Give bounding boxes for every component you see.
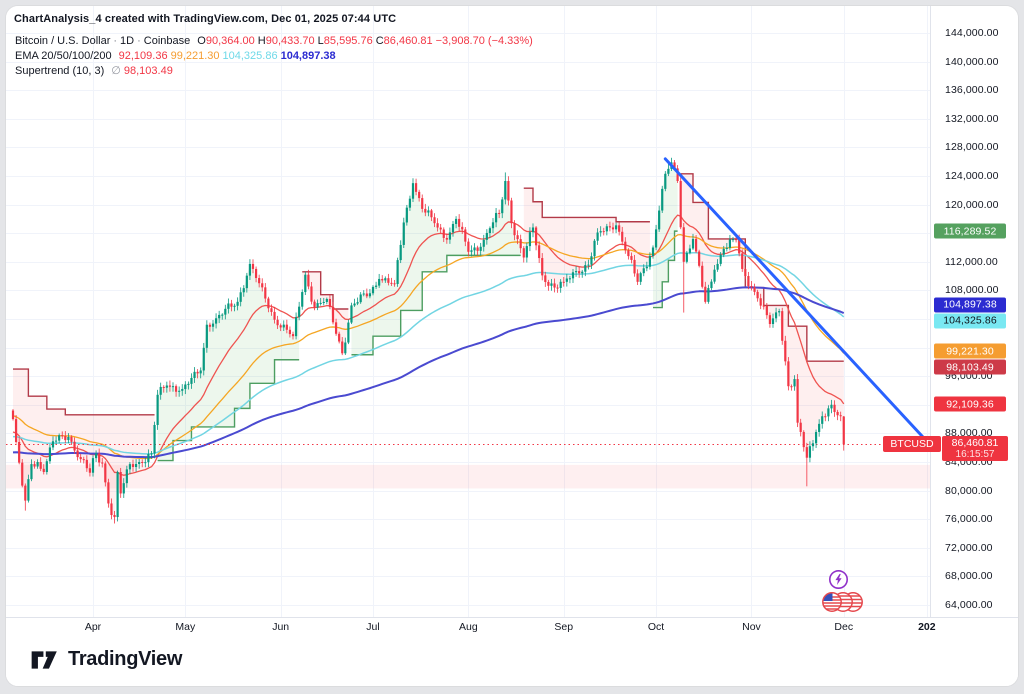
last-price-value: 86,460.81: [951, 437, 999, 450]
axis-value-badge: 92,109.36: [934, 396, 1006, 412]
axis-value-badge: 104,325.86: [934, 313, 1006, 329]
price-axis[interactable]: 144,000.00 140,000.00 136,000.00 132,000.00…: [930, 6, 1018, 637]
high-value: 90,433.70: [265, 35, 315, 47]
snapshot-title: ChartAnalysis_4 created with TradingView…: [14, 13, 397, 25]
ema50-value: 99,221.30: [170, 50, 220, 62]
economic-events-icon[interactable]: [820, 590, 876, 619]
month-label: Jun: [272, 621, 290, 633]
price-tick-label: 68,000.00: [945, 570, 993, 583]
month-label: Oct: [647, 621, 665, 633]
open-value: 90,364.00: [205, 35, 255, 47]
month-label: Apr: [84, 621, 102, 633]
ema200-value: 104,897.38: [280, 50, 336, 62]
axis-value-badge: 116,289.52: [934, 223, 1006, 239]
open-label: O: [197, 35, 206, 47]
close-value: 86,460.81: [383, 35, 433, 47]
close-label: C: [375, 35, 384, 47]
price-tick-label: 132,000.00: [945, 112, 999, 125]
tradingview-logo[interactable]: TradingView: [30, 648, 182, 671]
price-tick-label: 124,000.00: [945, 170, 999, 182]
month-label: Sep: [554, 621, 574, 633]
ema100-value: 104,325.86: [222, 50, 278, 62]
price-tick-label: 112,000.00: [945, 255, 998, 268]
ema-label: EMA 20/50/100/200: [15, 50, 112, 62]
month-label: Aug: [459, 621, 478, 633]
legend-symbol-row[interactable]: Bitcoin / U.S. Dollar · 1D · Coinbase O90,364…: [15, 35, 533, 47]
price-tick-label: 120,000.00: [945, 198, 999, 211]
symbol-name: Bitcoin / U.S. Dollar: [15, 35, 111, 47]
price-tick-label: 64,000.00: [945, 599, 993, 611]
chart-canvas[interactable]: [6, 6, 1018, 686]
chart-card: ChartAnalysis_4 created with TradingView…: [6, 6, 1018, 686]
last-price-badge: 86,460.81 16:15:57: [942, 436, 1008, 462]
time-axis[interactable]: Apr May Jun Jul Aug Sep Oct Nov Dec 202: [6, 617, 1018, 640]
price-tick-label: 128,000.00: [945, 141, 999, 154]
legend-ema-row[interactable]: EMA 20/50/100/200 92,109.36 99,221.30 104,3…: [15, 49, 533, 64]
price-tick-label: 72,000.00: [945, 541, 993, 554]
interval-label: 1D: [120, 35, 135, 47]
price-tick-label: 144,000.00: [945, 27, 999, 39]
year-label: 202: [918, 621, 936, 633]
tradingview-logo-icon: [31, 650, 57, 669]
price-tick-label: 80,000.00: [945, 484, 993, 497]
axis-value-badge: 98,103.49: [934, 359, 1006, 375]
month-label: Nov: [742, 621, 761, 633]
supertrend-label: Supertrend (10, 3): [15, 65, 105, 77]
empty-set-symbol: ∅: [111, 65, 121, 77]
price-tick-label: 76,000.00: [945, 513, 993, 526]
price-line-symbol-chip: BTCUSD: [883, 436, 941, 453]
month-label: Dec: [834, 621, 854, 633]
low-value: 85,595.76: [323, 35, 373, 47]
axis-value-badge: 99,221.30: [934, 343, 1006, 359]
event-markers: [820, 569, 876, 615]
month-label: Jul: [366, 621, 380, 633]
month-label: May: [175, 621, 196, 633]
price-tick-label: 108,000.00: [945, 284, 999, 297]
lightning-event-icon[interactable]: [828, 569, 849, 595]
exchange-label: Coinbase: [143, 35, 191, 47]
bar-countdown: 16:15:57: [955, 449, 995, 461]
supertrend-value: 98,103.49: [123, 65, 173, 77]
low-label: L: [317, 35, 324, 47]
chart-legend: Bitcoin / U.S. Dollar · 1D · Coinbase O90,364…: [15, 34, 533, 79]
price-tick-label: 140,000.00: [945, 55, 999, 68]
tradingview-logo-text: TradingView: [68, 648, 183, 670]
legend-supertrend-row[interactable]: Supertrend (10, 3) ∅ 98,103.49: [15, 64, 533, 79]
change-value: −3,908.70 (−4.33%): [435, 35, 533, 47]
footer: TradingView: [6, 638, 1018, 686]
price-tick-label: 136,000.00: [945, 84, 999, 97]
ema20-value: 92,109.36: [118, 50, 168, 62]
high-label: H: [257, 35, 266, 47]
axis-value-badge: 104,897.38: [934, 297, 1006, 313]
